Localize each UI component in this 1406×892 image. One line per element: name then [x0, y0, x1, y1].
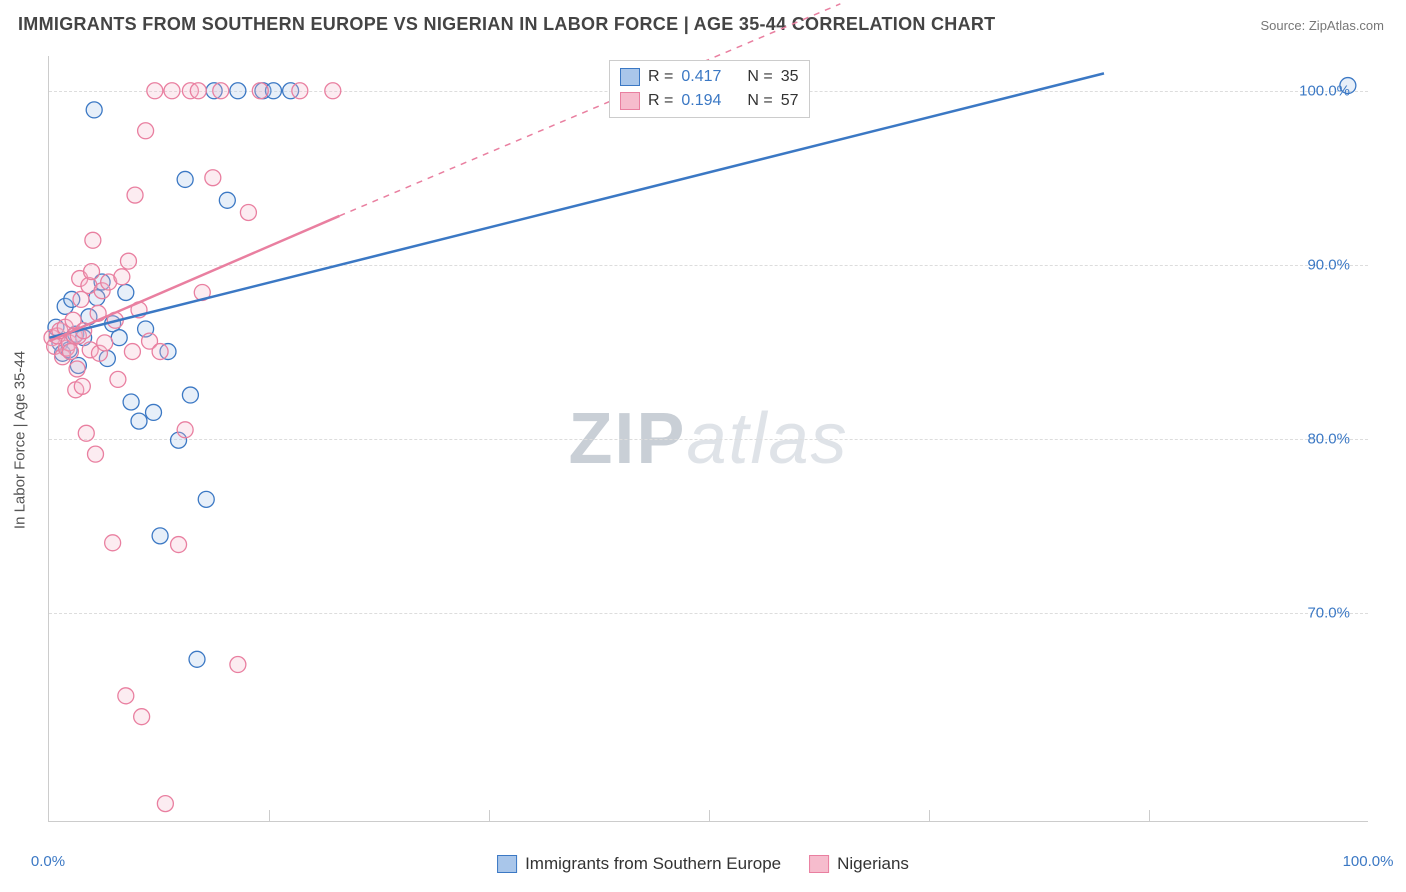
stats-row-pink: R = 0.194 N = 57 — [620, 89, 799, 113]
swatch-pink — [809, 855, 829, 873]
legend-item-pink: Nigerians — [809, 854, 909, 874]
source-attribution: Source: ZipAtlas.com — [1260, 18, 1384, 33]
n-value-pink: 57 — [781, 92, 799, 110]
n-label: N = — [747, 68, 772, 86]
swatch-pink — [620, 92, 640, 110]
r-value-blue: 0.417 — [681, 68, 721, 86]
stats-legend: R = 0.417 N = 35 R = 0.194 N = 57 — [609, 60, 810, 118]
r-label: R = — [648, 92, 673, 110]
stats-row-blue: R = 0.417 N = 35 — [620, 65, 799, 89]
r-label: R = — [648, 68, 673, 86]
y-tick-label: 100.0% — [1299, 82, 1350, 99]
y-tick-label: 70.0% — [1307, 605, 1350, 622]
swatch-blue — [497, 855, 517, 873]
chart-title: IMMIGRANTS FROM SOUTHERN EUROPE VS NIGER… — [18, 14, 995, 35]
x-tick-label: 0.0% — [31, 853, 65, 870]
y-tick-label: 90.0% — [1307, 256, 1350, 273]
x-tick-label: 100.0% — [1343, 853, 1394, 870]
y-axis-label: In Labor Force | Age 35-44 — [12, 351, 29, 529]
source-prefix: Source: — [1260, 18, 1308, 33]
swatch-blue — [620, 68, 640, 86]
n-label: N = — [747, 92, 772, 110]
plot-svg — [49, 56, 1368, 821]
plot-area: ZIPatlas R = 0.417 N = 35 R = 0.194 N = … — [48, 56, 1368, 822]
legend-item-blue: Immigrants from Southern Europe — [497, 854, 781, 874]
n-value-blue: 35 — [781, 68, 799, 86]
legend-label-pink: Nigerians — [837, 854, 909, 874]
legend-label-blue: Immigrants from Southern Europe — [525, 854, 781, 874]
series-legend: Immigrants from Southern Europe Nigerian… — [497, 854, 909, 874]
r-value-pink: 0.194 — [681, 92, 721, 110]
source-site: ZipAtlas.com — [1309, 18, 1384, 33]
y-tick-label: 80.0% — [1307, 431, 1350, 448]
